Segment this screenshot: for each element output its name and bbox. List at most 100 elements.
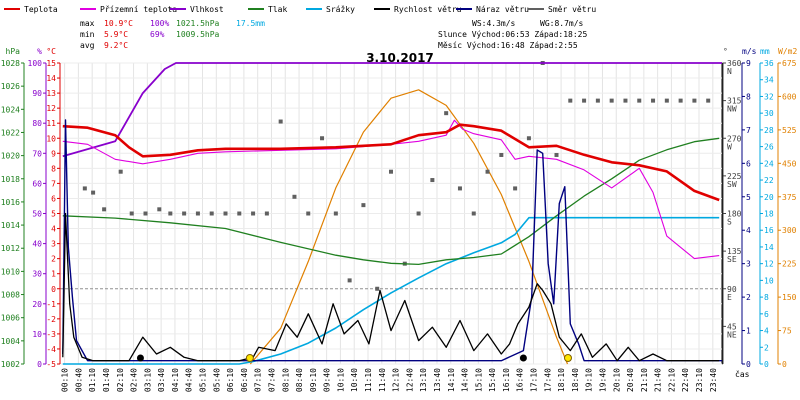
direction-tick-label: 90	[727, 285, 737, 294]
time-tick-label: 14:10	[447, 368, 456, 392]
wind-direction-point	[637, 98, 642, 103]
legend-label: Vlhkost	[190, 5, 224, 14]
time-tick-label: 22:10	[667, 368, 676, 392]
moonset-marker	[136, 354, 144, 362]
wind-direction-point	[526, 136, 531, 141]
stats-temp-avg: 9.2°C	[104, 41, 128, 50]
time-tick-label: 04:40	[185, 368, 194, 392]
temperature-tick-label: 3	[51, 240, 56, 249]
wind-direction-point	[223, 211, 228, 216]
solar-tick-label: 525	[782, 126, 797, 135]
time-tick-label: 02:40	[130, 368, 139, 392]
direction-tick-label: 315	[727, 97, 742, 106]
time-tick-label: 05:40	[212, 368, 221, 392]
rain-tick-label: 24	[764, 159, 774, 168]
time-tick-label: 12:40	[405, 368, 414, 392]
wind-direction-point	[595, 98, 600, 103]
humidity-tick-label: 20	[32, 300, 42, 309]
rain-tick-label: 26	[764, 143, 774, 152]
wind-direction-point	[182, 211, 187, 216]
pressure-tick-label: 1004	[1, 337, 20, 346]
wind-direction-point	[129, 211, 134, 216]
time-tick-label: 18:40	[571, 368, 580, 392]
wind-direction-point	[609, 98, 614, 103]
direction-tick-label: 180	[727, 210, 742, 219]
moonrise-marker	[519, 354, 527, 362]
rain-tick-label: 34	[764, 76, 774, 85]
time-tick-label: 21:40	[654, 368, 663, 392]
pressure-tick-label: 1010	[1, 267, 20, 276]
temperature-tick-label: 5	[51, 210, 56, 219]
temperature-tick-label: 8	[51, 164, 56, 173]
time-tick-label: 14:40	[461, 368, 470, 392]
direction-tick-label: 225	[727, 172, 742, 181]
time-tick-label: 11:10	[364, 368, 373, 392]
speed-tick-label: 1	[746, 327, 751, 336]
sunrise-marker	[245, 354, 254, 362]
humidity-line	[62, 62, 722, 158]
direction-tick-sublabel: W	[727, 142, 732, 151]
wind-direction-point	[102, 207, 107, 212]
time-tick-label: 06:40	[240, 368, 249, 392]
wind-direction-point	[692, 98, 697, 103]
stats-wg: WG:8.7m/s	[540, 19, 584, 28]
solar-tick-label: 75	[782, 327, 792, 336]
temperature-axis-label: °C	[46, 47, 56, 56]
temperature-tick-label: -4	[46, 345, 56, 354]
direction-tick-sublabel: SW	[727, 180, 737, 189]
pressure-tick-label: 1014	[1, 221, 20, 230]
rain-line	[62, 216, 720, 365]
wind-direction-point	[678, 98, 683, 103]
wind-direction-point	[157, 207, 162, 212]
wind-direction-point	[292, 194, 297, 199]
speed-tick-label: 3	[746, 260, 751, 269]
time-axis-label: čas	[735, 369, 750, 379]
time-tick-label: 10:40	[350, 368, 359, 392]
wind-direction-point	[513, 186, 518, 191]
time-tick-label: 20:40	[626, 368, 635, 392]
stats-rain-max: 17.5mm	[236, 19, 265, 28]
wind-direction-point	[499, 152, 504, 157]
solar-tick-label: 375	[782, 193, 797, 202]
temperature-tick-label: 15	[46, 59, 56, 68]
solar-tick-label: 675	[782, 59, 797, 68]
wind-direction-point	[168, 211, 173, 216]
direction-tick-sublabel: NE	[727, 330, 737, 339]
pressure-tick-label: 1028	[1, 59, 20, 68]
time-tick-label: 19:40	[598, 368, 607, 392]
time-tick-label: 17:10	[530, 368, 539, 392]
speed-tick-label: 8	[746, 92, 751, 101]
direction-tick-sublabel: SE	[727, 255, 737, 264]
temperature-tick-label: 12	[46, 104, 56, 113]
pressure-axis-label: hPa	[6, 47, 21, 56]
solar-axis-label: W/m2	[778, 47, 797, 56]
wind-direction-point	[471, 211, 476, 216]
time-tick-label: 10:10	[336, 368, 345, 392]
time-tick-label: 08:10	[281, 368, 290, 392]
temperature-tick-label: 6	[51, 194, 56, 203]
stats-sun: Slunce Východ:06:53 Západ:18:25	[438, 30, 587, 39]
time-tick-label: 07:10	[254, 368, 263, 392]
stats-moon: Měsíc Východ:16:48 Západ:2:55	[438, 41, 578, 50]
stats-press-min: 1009.5hPa	[176, 30, 220, 39]
temperature-tick-label: 11	[46, 119, 56, 128]
temperature-tick-label: 7	[51, 179, 56, 188]
wind-direction-point	[416, 211, 421, 216]
time-tick-label: 22:40	[681, 368, 690, 392]
wind-direction-point	[278, 119, 283, 124]
wind-direction-point	[582, 98, 587, 103]
wind-direction-point	[664, 98, 669, 103]
pressure-tick-label: 1018	[1, 175, 20, 184]
wind-direction-point	[485, 169, 490, 174]
pressure-tick-label: 1022	[1, 128, 20, 137]
pressure-tick-label: 1002	[1, 360, 20, 369]
speed-tick-label: 9	[746, 59, 751, 68]
time-tick-label: 16:10	[502, 368, 511, 392]
speed-tick-label: 6	[746, 159, 751, 168]
solar-tick-label: 225	[782, 260, 797, 269]
humidity-tick-label: 60	[32, 179, 42, 188]
time-tick-label: 09:40	[323, 368, 332, 392]
sunset-marker	[563, 354, 572, 362]
